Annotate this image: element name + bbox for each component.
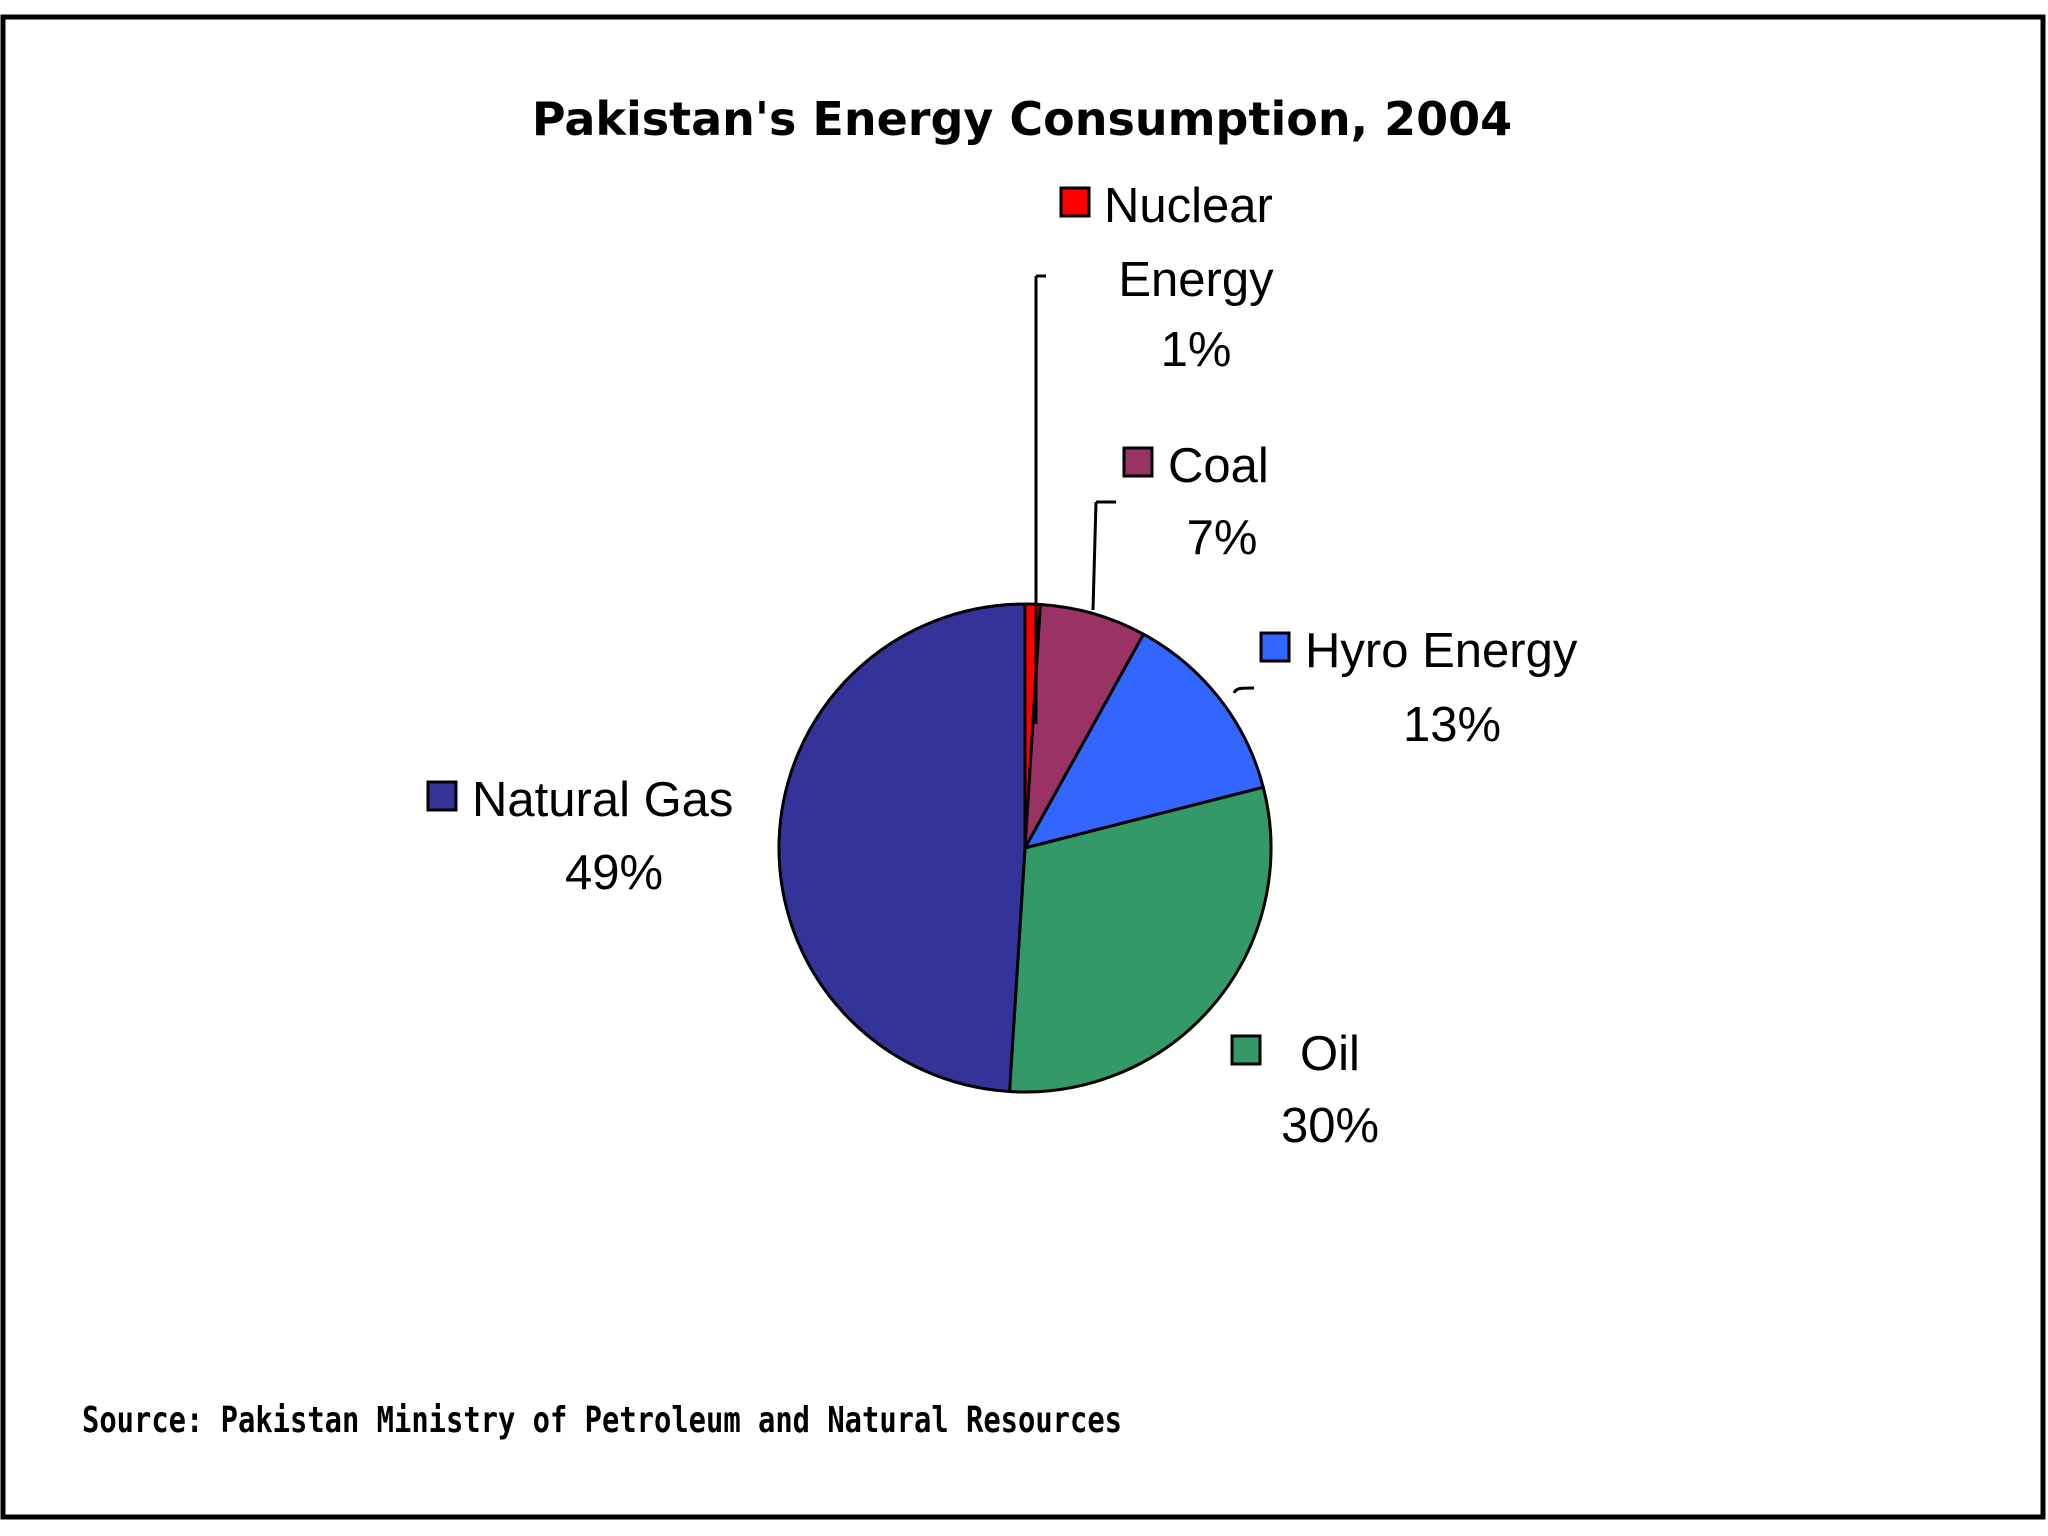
slice-value-hydro: 13% <box>1403 698 1501 752</box>
slice-label-nuclear-line2: Energy <box>1118 253 1274 307</box>
slice-label-hydro: Hyro Energy <box>1305 624 1578 678</box>
slice-value-coal: 7% <box>1187 511 1258 565</box>
slice-label-oil: Oil <box>1300 1027 1360 1081</box>
slice-value-nuclear: 1% <box>1161 323 1232 377</box>
legend-key-natural-gas <box>426 780 458 812</box>
legend-key-coal <box>1122 446 1154 478</box>
slice-labels: Nuclear Energy 1% Coal 7% Hyro Energy 13% Oil 30… <box>426 179 1578 1153</box>
legend-key-nuclear <box>1059 186 1091 218</box>
slice-value-natural-gas: 49% <box>565 846 663 900</box>
slice-label-natural-gas: Natural Gas <box>472 773 733 827</box>
leader-line-coal <box>1091 501 1098 611</box>
pie <box>777 602 1273 1094</box>
chart-title: Pakistan's Energy Consumption, 2004 <box>532 92 1512 146</box>
pie-slice-natural-gas <box>777 602 1027 1094</box>
pie-slice-oil <box>1008 785 1273 1094</box>
legend-key-hydro <box>1259 631 1291 663</box>
pie-slice-coal <box>1023 602 1146 850</box>
leader-lines <box>1034 274 1255 724</box>
slice-value-oil: 30% <box>1281 1099 1379 1153</box>
leader-line-hydro <box>1232 686 1255 694</box>
pie-slice-hydro <box>1023 632 1265 850</box>
slice-label-nuclear: Nuclear <box>1104 179 1273 233</box>
source-note: Source: Pakistan Ministry of Petroleum a… <box>82 1400 1122 1441</box>
slice-label-coal: Coal <box>1168 439 1269 493</box>
legend-key-oil <box>1230 1034 1262 1066</box>
